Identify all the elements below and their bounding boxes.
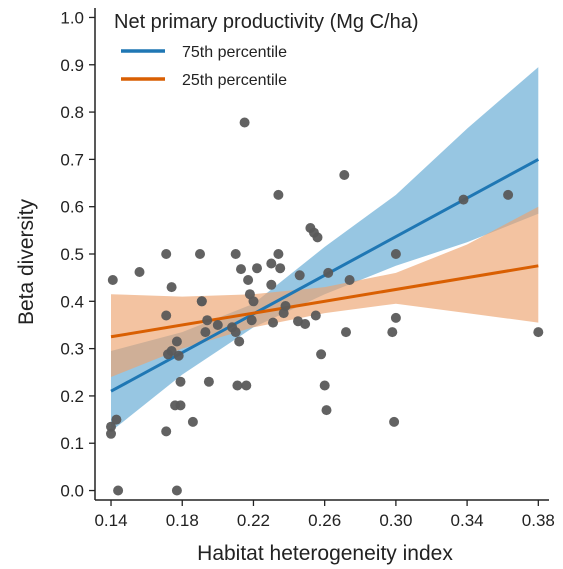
y-tick-label: 0.2 <box>60 387 84 406</box>
data-point <box>300 319 311 329</box>
x-tick-label: 0.22 <box>237 511 270 530</box>
data-point <box>503 189 514 200</box>
data-point <box>275 263 286 274</box>
data-point <box>111 414 122 425</box>
data-point <box>134 267 145 277</box>
data-point <box>200 327 211 338</box>
legend-label-2: 25th percentile <box>182 72 287 89</box>
data-point <box>389 416 400 427</box>
data-point <box>234 336 245 347</box>
x-tick-label: 0.26 <box>308 511 341 530</box>
data-point <box>202 315 213 326</box>
data-point <box>243 275 254 285</box>
data-point <box>339 170 350 180</box>
data-point <box>390 312 401 323</box>
data-point <box>230 327 241 338</box>
x-axis-label: Habitat heterogeneity index <box>197 542 453 565</box>
data-point <box>232 380 243 391</box>
legend-label-1: 75th percentile <box>182 44 287 61</box>
y-tick-label: 0.1 <box>60 434 84 453</box>
data-point <box>113 485 124 496</box>
data-point <box>458 194 469 205</box>
data-point <box>268 317 278 328</box>
data-point <box>241 380 252 391</box>
y-tick-label: 0.4 <box>60 292 84 311</box>
data-point <box>294 270 305 281</box>
data-point <box>106 421 116 432</box>
data-point <box>387 327 398 338</box>
data-point <box>316 349 327 360</box>
data-point <box>321 405 332 416</box>
data-point <box>161 249 172 259</box>
axes: 0.14 0.18 0.22 0.26 0.30 0.34 0.38 0.0 0.1 0.2 0.3… <box>60 8 555 530</box>
y-tick-label: 0.9 <box>60 56 84 75</box>
data-points <box>106 117 544 496</box>
data-point <box>390 249 401 259</box>
data-point <box>239 117 250 128</box>
data-point <box>273 189 284 200</box>
data-point <box>341 327 351 338</box>
legend: Net primary productivity (Mg C/ha) 75th … <box>114 11 419 89</box>
y-tick-label: 0.8 <box>60 103 84 122</box>
x-tick-label: 0.30 <box>379 511 412 530</box>
data-point <box>344 275 355 285</box>
data-point <box>187 416 198 427</box>
data-point <box>166 346 177 356</box>
y-tick-label: 0.0 <box>60 482 84 501</box>
data-point <box>323 267 334 278</box>
data-point <box>166 282 177 293</box>
data-point <box>310 310 321 321</box>
y-tick-label: 1.0 <box>60 8 84 27</box>
data-point <box>175 400 186 411</box>
data-point <box>280 301 291 311</box>
data-point <box>161 426 172 437</box>
y-axis-label: Beta diversity <box>15 198 38 325</box>
data-point <box>195 249 205 259</box>
y-tick-label: 0.3 <box>60 340 84 359</box>
data-point <box>312 232 323 243</box>
y-tick-label: 0.7 <box>60 150 84 169</box>
y-tick-label: 0.6 <box>60 198 84 217</box>
confidence-band-1 <box>111 67 539 432</box>
data-point <box>196 296 207 307</box>
regression-line-2 <box>110 264 539 339</box>
data-point <box>107 275 118 285</box>
data-point <box>161 310 172 321</box>
data-point <box>273 249 284 259</box>
data-point <box>266 258 277 269</box>
data-point <box>171 336 182 347</box>
y-tick-label: 0.5 <box>60 245 84 264</box>
data-point <box>173 350 184 361</box>
data-point <box>106 428 116 439</box>
data-point <box>236 264 246 275</box>
data-point <box>203 376 214 387</box>
confidence-bands <box>111 67 539 432</box>
legend-title: Net primary productivity (Mg C/ha) <box>114 11 419 33</box>
data-point <box>319 380 330 391</box>
data-point <box>248 296 259 307</box>
data-point <box>171 485 182 496</box>
x-tick-label: 0.18 <box>166 511 199 530</box>
data-point <box>230 249 241 259</box>
x-tick-label: 0.38 <box>522 511 555 530</box>
data-point <box>266 279 277 290</box>
data-point <box>252 263 262 274</box>
data-point <box>533 327 544 338</box>
data-point <box>212 320 223 330</box>
x-tick-label: 0.14 <box>94 511 127 530</box>
x-tick-label: 0.34 <box>451 511 484 530</box>
data-point <box>246 315 257 326</box>
data-point <box>175 376 186 387</box>
